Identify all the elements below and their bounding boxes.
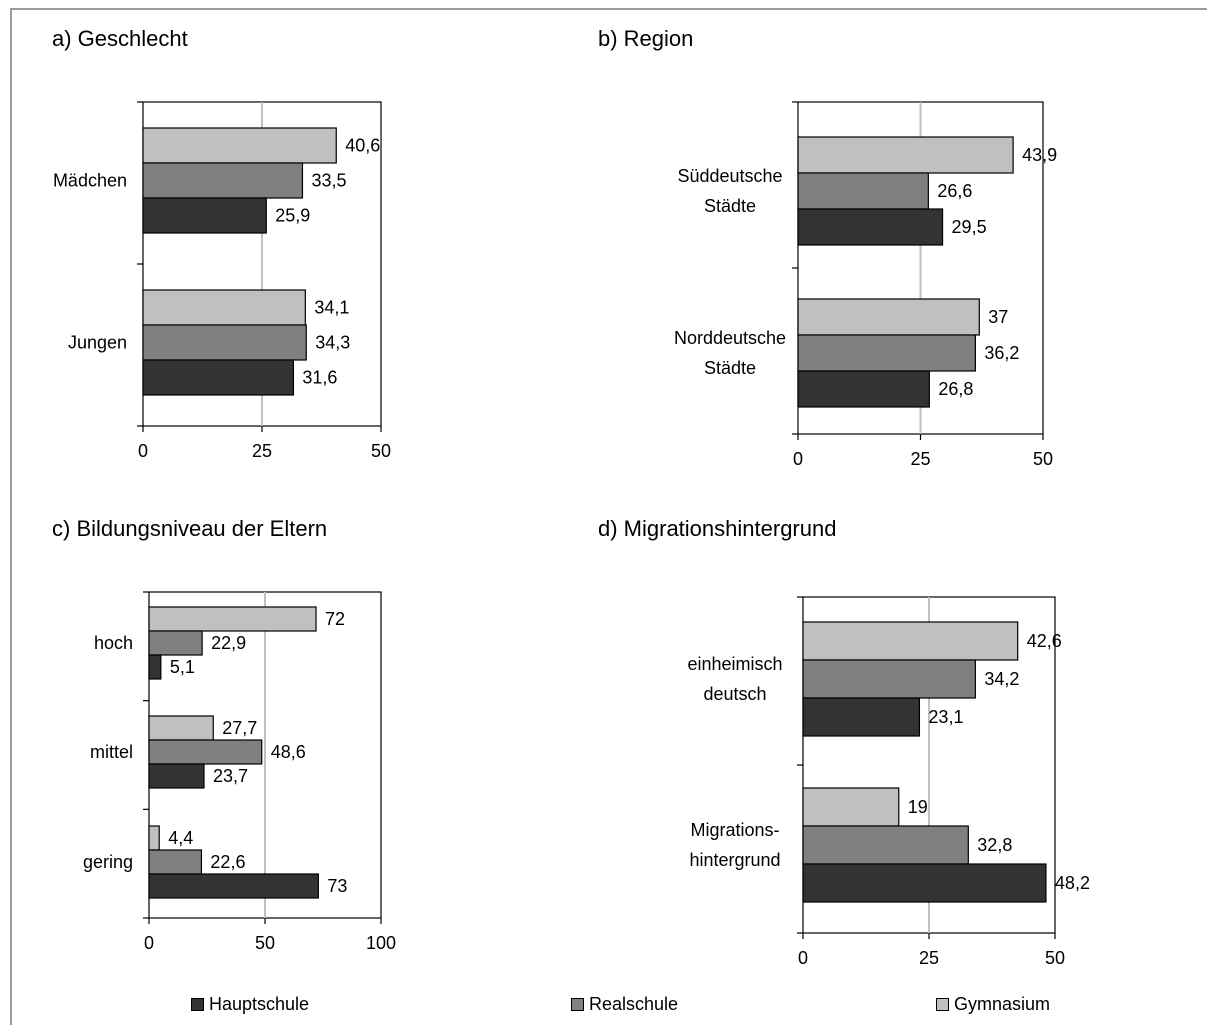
bar-realschule-süddeutsche-städte (797, 172, 929, 210)
value-label: 40,6 (345, 136, 380, 156)
figure-frame (10, 8, 1207, 1025)
x-tick-label: 100 (366, 933, 396, 953)
category-label: deutsch (703, 684, 766, 704)
x-tick-label: 25 (252, 441, 272, 461)
value-label: 19 (908, 797, 928, 817)
bar-hauptschule-migrations-hintergrund (802, 863, 1047, 903)
bar-realschule-mädchen (142, 162, 304, 199)
x-tick-label: 0 (138, 441, 148, 461)
bar-gymnasium-süddeutsche-städte (797, 136, 1014, 174)
bar-realschule-gering (148, 849, 203, 875)
value-label: 32,8 (977, 835, 1012, 855)
category-label: einheimisch (687, 654, 782, 674)
category-label: Städte (704, 358, 756, 378)
value-label: 72 (325, 609, 345, 629)
bar-realschule-norddeutsche-städte (797, 334, 976, 372)
value-label: 22,6 (210, 852, 245, 872)
bar-hauptschule-gering (148, 873, 319, 899)
bar-hauptschule-mädchen (142, 197, 267, 234)
category-label: mittel (90, 742, 133, 762)
category-label: Jungen (68, 333, 127, 353)
value-label: 37 (988, 307, 1008, 327)
category-label: Migrations- (690, 820, 779, 840)
bar-realschule-hoch (148, 630, 203, 656)
category-label: gering (83, 852, 133, 872)
value-label: 73 (327, 876, 347, 896)
value-label: 34,2 (984, 669, 1019, 689)
x-tick-label: 0 (798, 948, 808, 968)
value-label: 34,1 (314, 298, 349, 318)
bar-gymnasium-einheimisch-deutsch (802, 621, 1019, 661)
panel-a-title: a) Geschlecht (52, 26, 188, 51)
value-label: 4,4 (168, 828, 193, 848)
bar-realschule-einheimisch-deutsch (802, 659, 976, 699)
bar-hauptschule-norddeutsche-städte (797, 370, 930, 408)
value-label: 26,6 (937, 181, 972, 201)
bar-hauptschule-jungen (142, 359, 295, 396)
bar-realschule-migrations-hintergrund (802, 825, 969, 865)
category-label: Norddeutsche (674, 328, 786, 348)
value-label: 23,1 (928, 707, 963, 727)
value-label: 48,6 (271, 742, 306, 762)
x-tick-label: 50 (1033, 449, 1053, 469)
value-label: 5,1 (170, 657, 195, 677)
panel-c-title: c) Bildungsniveau der Eltern (52, 516, 328, 541)
x-tick-label: 0 (144, 933, 154, 953)
panel-b-title: b) Region (598, 26, 694, 51)
value-label: 33,5 (311, 171, 346, 191)
bar-gymnasium-mittel (148, 715, 214, 741)
x-tick-label: 0 (793, 449, 803, 469)
value-label: 23,7 (213, 766, 248, 786)
value-label: 25,9 (275, 206, 310, 226)
category-label: hintergrund (689, 850, 780, 870)
value-label: 34,3 (315, 333, 350, 353)
value-label: 29,5 (952, 217, 987, 237)
bar-gymnasium-migrations-hintergrund (802, 787, 900, 827)
category-label: Süddeutsche (677, 166, 782, 186)
value-label: 26,8 (938, 379, 973, 399)
bar-gymnasium-hoch (148, 606, 317, 632)
x-tick-label: 50 (255, 933, 275, 953)
value-label: 48,2 (1055, 873, 1090, 893)
bar-gymnasium-norddeutsche-städte (797, 298, 980, 336)
value-label: 31,6 (302, 368, 337, 388)
value-label: 42,6 (1027, 631, 1062, 651)
bar-hauptschule-hoch (148, 654, 162, 680)
bar-realschule-mittel (148, 739, 263, 765)
value-label: 22,9 (211, 633, 246, 653)
category-label: hoch (94, 633, 133, 653)
bar-gymnasium-mädchen (142, 127, 337, 164)
value-label: 43,9 (1022, 145, 1057, 165)
category-label: Mädchen (53, 171, 127, 191)
value-label: 27,7 (222, 718, 257, 738)
category-label: Städte (704, 196, 756, 216)
bar-realschule-jungen (142, 324, 307, 361)
x-tick-label: 50 (1045, 948, 1065, 968)
panel-d-title: d) Migrationshintergrund (598, 516, 837, 541)
value-label: 36,2 (984, 343, 1019, 363)
bar-hauptschule-mittel (148, 763, 205, 789)
x-tick-label: 25 (919, 948, 939, 968)
bar-hauptschule-süddeutsche-städte (797, 208, 944, 246)
x-tick-label: 25 (910, 449, 930, 469)
x-tick-label: 50 (371, 441, 391, 461)
bar-hauptschule-einheimisch-deutsch (802, 697, 921, 737)
